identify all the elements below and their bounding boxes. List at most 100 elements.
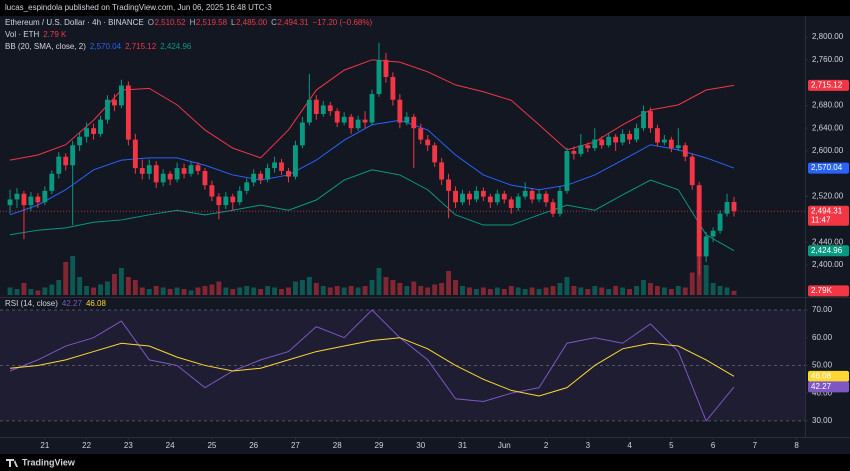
candle-body <box>7 199 13 206</box>
candle-body <box>397 99 403 123</box>
volume-bar <box>348 286 354 295</box>
volume-bar <box>599 287 605 295</box>
volume-bar <box>432 284 438 295</box>
volume-bar <box>105 281 110 295</box>
volume-bar <box>334 286 340 295</box>
candle-body <box>703 236 709 257</box>
candle-body <box>63 156 69 166</box>
volume-bar <box>77 277 83 295</box>
candle-body <box>473 190 479 200</box>
volume-bar <box>724 287 730 295</box>
volume-bar <box>606 289 612 295</box>
rsi-tick-label: 30.00 <box>812 416 833 425</box>
candle-body <box>299 122 305 146</box>
y-tick-label: 2,800.00 <box>812 32 844 41</box>
volume-bar <box>320 286 326 295</box>
volume-bar <box>668 289 674 295</box>
volume-bar <box>21 283 27 295</box>
volume-bar <box>292 281 298 295</box>
price-marker-time: 11:47 <box>811 215 831 224</box>
candle-body <box>529 190 535 200</box>
brand-logo <box>6 459 18 467</box>
volume-bar <box>223 287 229 295</box>
price-marker <box>808 205 849 226</box>
candle-body <box>383 59 389 77</box>
candle-body <box>292 145 298 177</box>
volume-bar <box>230 289 236 295</box>
candle-body <box>320 105 326 114</box>
candle-body <box>70 145 76 166</box>
volume-bar <box>56 280 62 295</box>
candle-body <box>348 116 354 129</box>
legend-item: Vol · ETH <box>5 30 39 39</box>
x-tick-label: 30 <box>416 441 425 450</box>
volume-bar <box>654 286 660 295</box>
candle-body <box>641 111 646 129</box>
candle-body <box>634 128 639 140</box>
volume-bar <box>313 283 319 295</box>
candle-body <box>675 145 681 149</box>
candle-body <box>112 99 117 106</box>
candle-body <box>557 190 563 214</box>
rsi-tick-label: 70.00 <box>812 305 833 314</box>
volume-bar <box>564 277 570 295</box>
candle-body <box>648 111 653 129</box>
volume-bar <box>251 287 257 295</box>
volume-bar <box>7 287 13 295</box>
volume-bar <box>306 277 312 295</box>
x-tick-label: 8 <box>794 441 799 450</box>
legend-item: 2,485.00 <box>236 18 268 27</box>
volume-bar <box>703 265 709 295</box>
candle-body <box>613 136 619 143</box>
candle-body <box>536 193 542 200</box>
volume-bar <box>244 286 250 295</box>
candle-body <box>139 168 145 174</box>
volume-bar <box>42 287 48 295</box>
volume-bar <box>529 287 535 295</box>
candle-body <box>710 230 716 237</box>
candle-body <box>230 196 236 203</box>
volume-bar <box>480 287 486 295</box>
volume-bar <box>341 287 347 295</box>
candle-body <box>327 105 333 112</box>
volume-bar <box>473 289 479 295</box>
price-marker-label: 2.79K <box>811 286 833 295</box>
candle-body <box>49 173 55 191</box>
candle-body <box>508 199 514 208</box>
x-tick-label: 26 <box>249 441 258 450</box>
candle-body <box>522 190 528 197</box>
volume-bar <box>425 287 431 295</box>
legend-item: 2,510.52 <box>154 18 186 27</box>
volume-bar <box>112 274 117 295</box>
candle-body <box>501 193 507 200</box>
legend-item: 2,494.31 <box>277 18 309 27</box>
x-tick-label: 22 <box>82 441 91 450</box>
price-marker <box>808 381 849 393</box>
price-marker-label: 2,715.12 <box>811 81 843 90</box>
candle-body <box>696 185 702 257</box>
candle-body <box>279 162 284 171</box>
candle-body <box>125 85 131 140</box>
legend-item: 2,519.58 <box>196 18 228 27</box>
candle-body <box>355 119 361 129</box>
volume-bar <box>515 287 521 295</box>
volume-bar <box>91 287 96 295</box>
candle-body <box>35 196 41 203</box>
legend-item: L <box>231 18 236 27</box>
y-tick-label: 2,400.00 <box>812 260 844 269</box>
volume-bar <box>536 289 542 295</box>
y-tick-label: 2,680.00 <box>812 101 844 110</box>
x-tick-label: 27 <box>291 441 300 450</box>
volume-bar <box>376 268 382 295</box>
candle-body <box>578 145 584 154</box>
y-tick-label: 2,640.00 <box>812 123 844 132</box>
rsi-tick-label: 60.00 <box>812 333 833 342</box>
volume-bar <box>550 286 556 295</box>
candle-body <box>244 182 250 191</box>
candle-body <box>460 193 465 203</box>
candle-body <box>682 145 688 157</box>
volume-bar <box>467 287 472 295</box>
volume-bar <box>167 289 173 295</box>
volume-bar <box>98 284 103 295</box>
y-tick-label: 2,600.00 <box>812 146 844 155</box>
